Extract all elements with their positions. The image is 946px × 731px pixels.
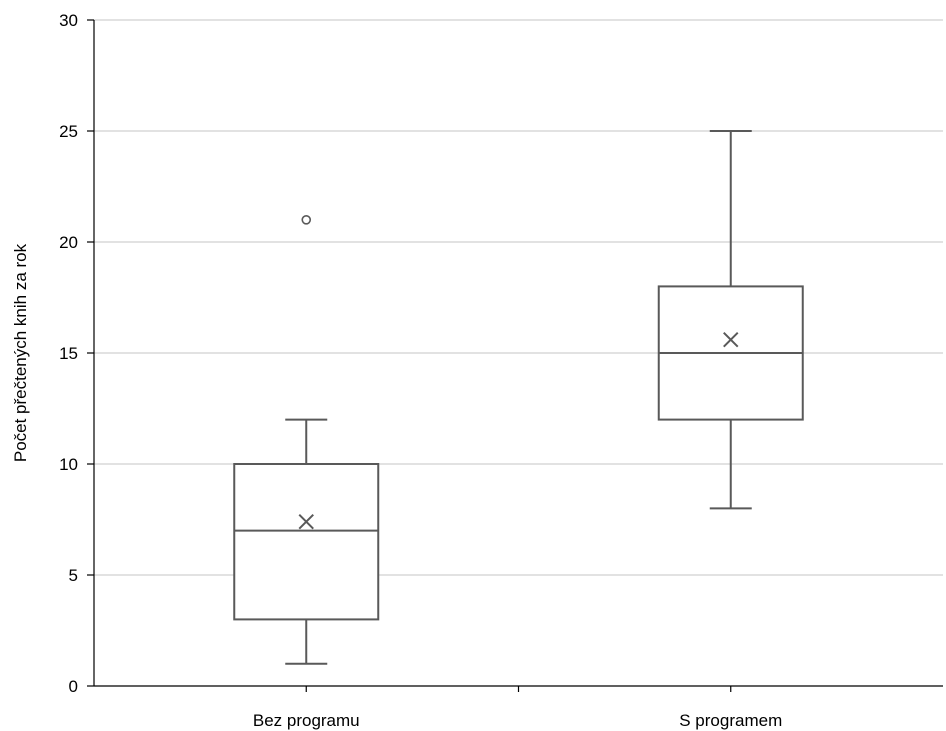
mean-marker [298,514,314,530]
axes [87,19,943,692]
x-tick-label: Bez programu [253,711,360,730]
y-tick-label: 25 [59,122,78,141]
boxes [233,130,804,665]
y-tick-label: 20 [59,233,78,252]
mean-marker [723,331,739,348]
box-group [657,130,804,510]
y-tick-label: 5 [69,566,78,585]
y-tick-label: 10 [59,455,78,474]
y-tick-label: 30 [59,11,78,30]
y-tick-label: 15 [59,344,78,363]
y-axis-title: Počet přečtených knih za rok [11,243,30,462]
outlier-point [301,215,312,225]
x-tick-label: S programem [679,711,782,730]
y-tick-label: 0 [69,677,78,696]
iqr-box [233,463,380,621]
box-group [233,215,380,665]
gridlines [94,19,943,576]
axis-labels: Počet přečtených knih za rok 0 5 10 15 20 25 3… [11,11,782,730]
